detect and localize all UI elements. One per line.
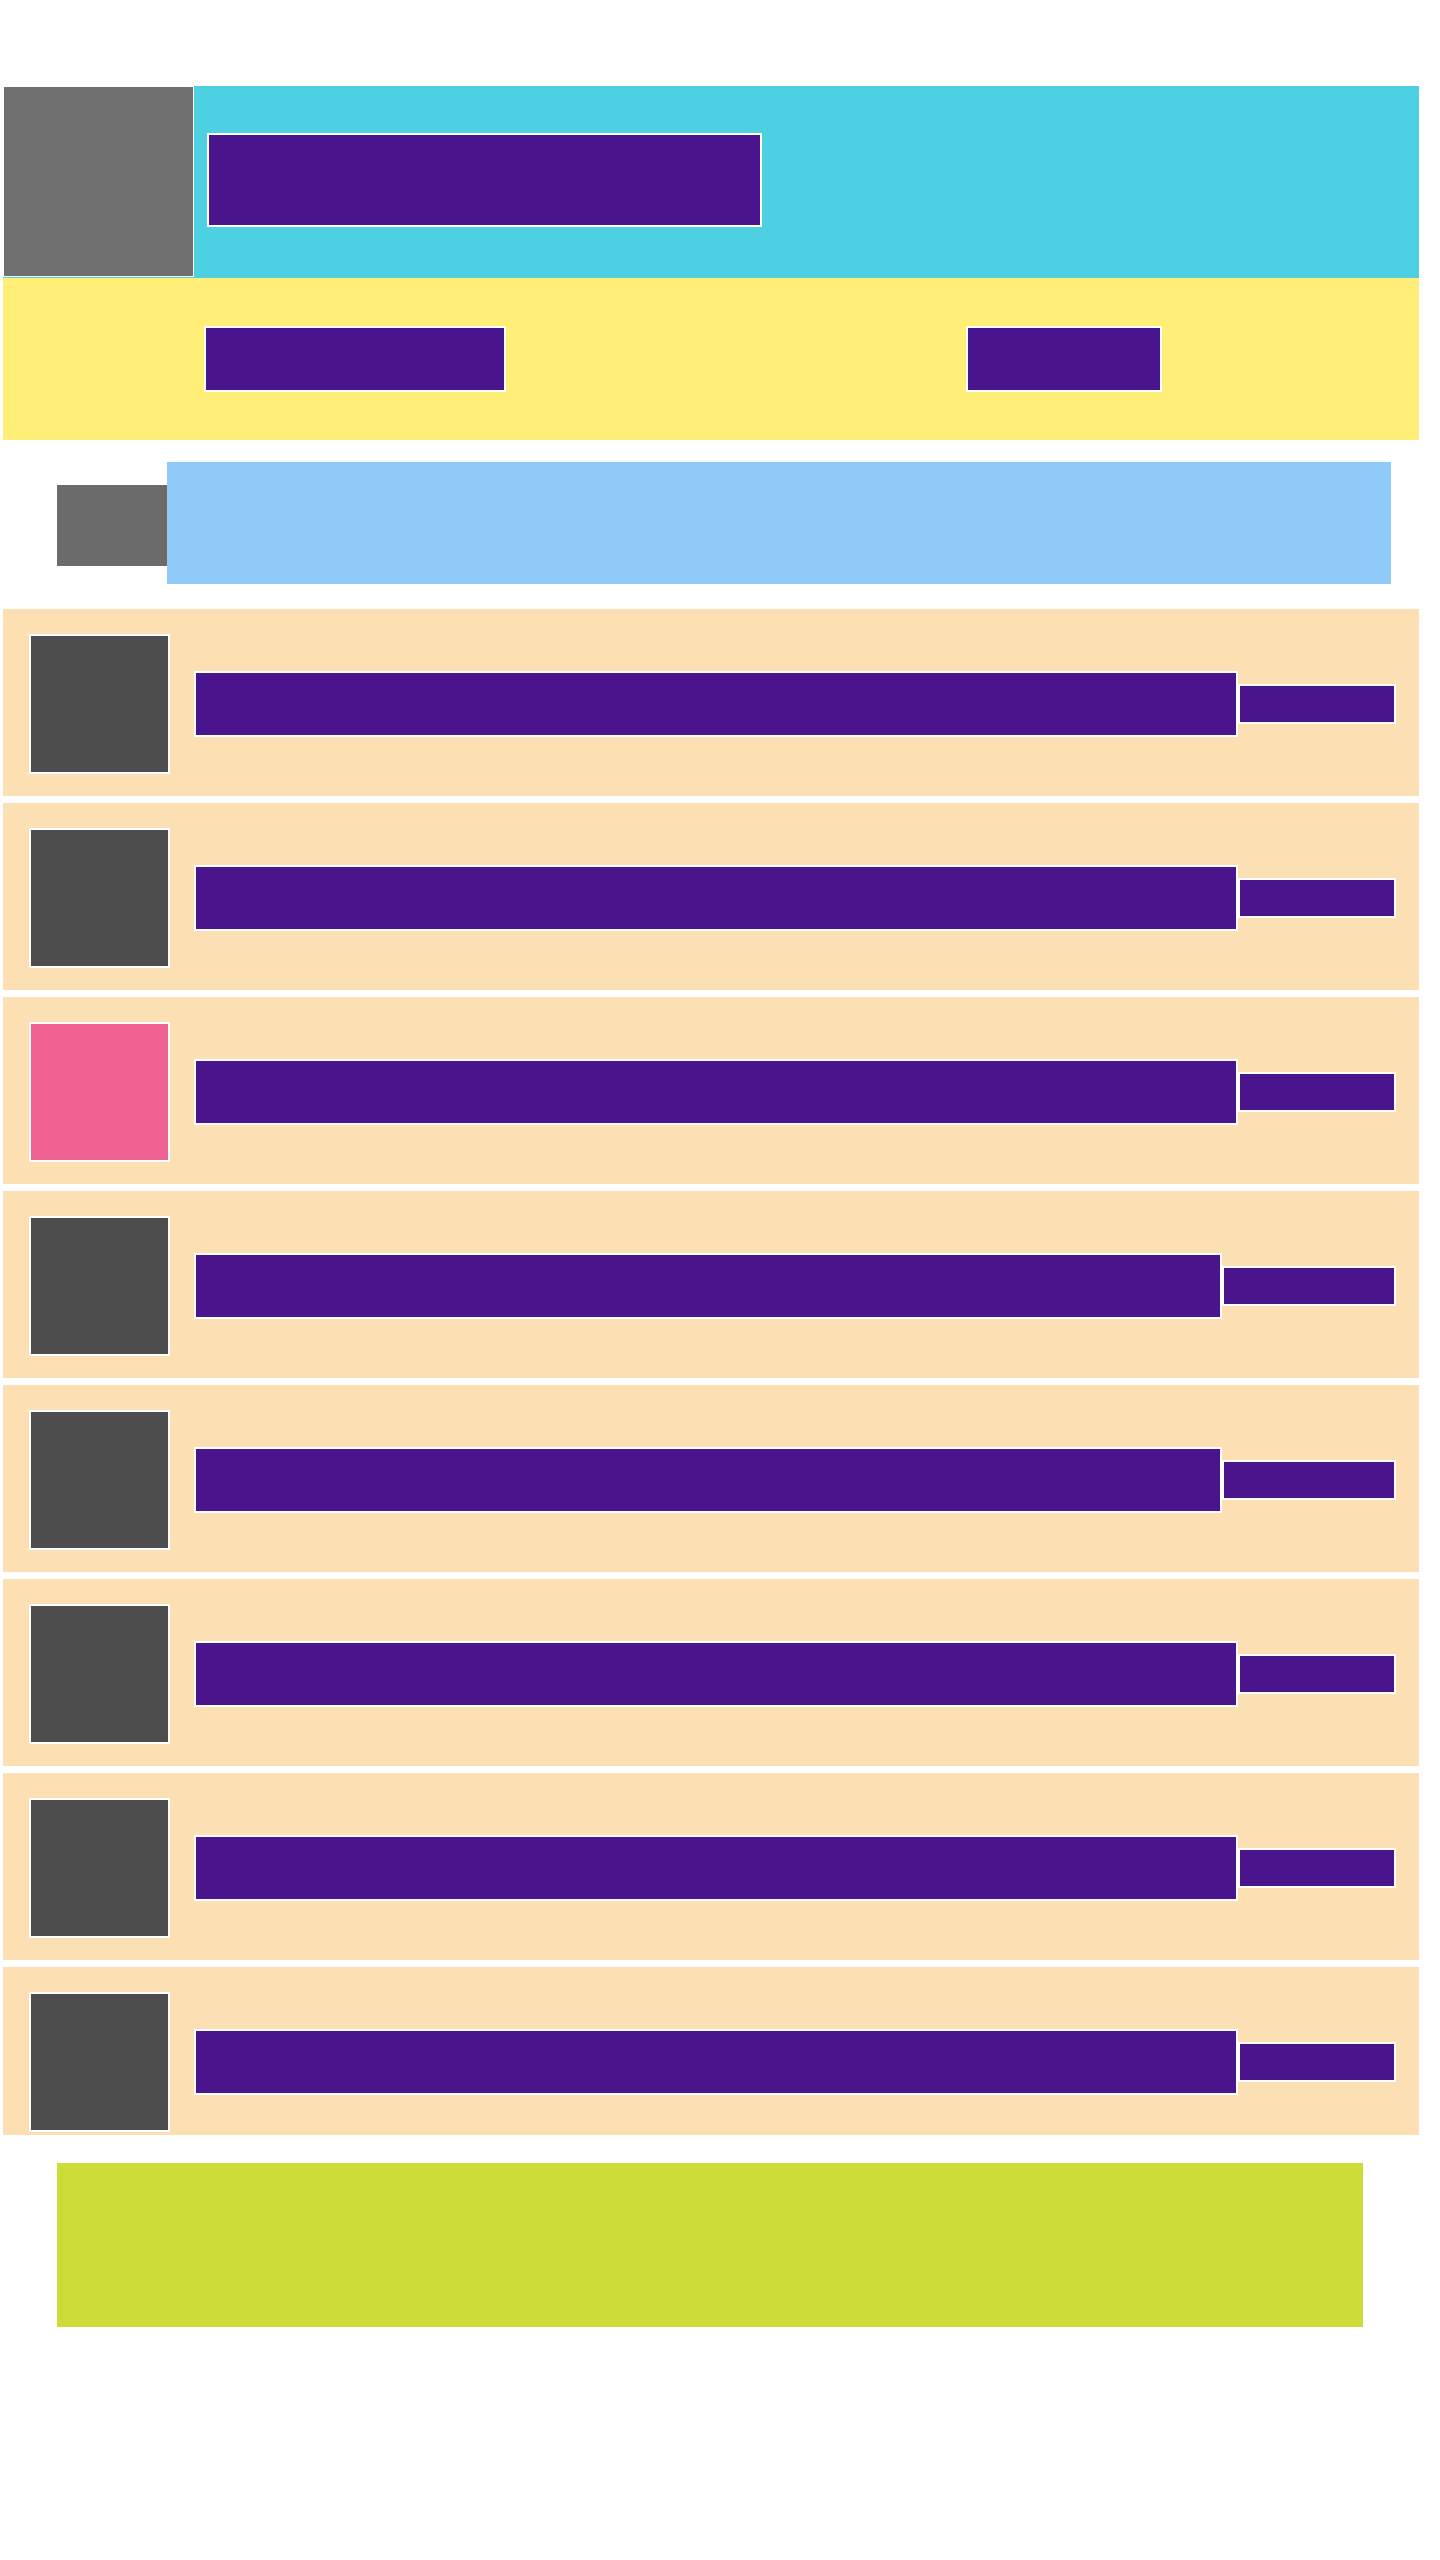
item-thumbnail bbox=[29, 634, 170, 774]
item-list bbox=[3, 609, 1419, 2135]
item-meta bbox=[1222, 1460, 1396, 1500]
list-item[interactable] bbox=[3, 1191, 1419, 1381]
tab-first[interactable] bbox=[204, 326, 506, 392]
bottom-banner[interactable] bbox=[57, 2163, 1363, 2327]
item-meta bbox=[1238, 1072, 1396, 1112]
item-title bbox=[194, 671, 1238, 737]
item-thumbnail bbox=[29, 1604, 170, 1744]
list-item[interactable] bbox=[3, 997, 1419, 1187]
item-meta bbox=[1238, 1848, 1396, 1888]
list-item[interactable] bbox=[3, 1579, 1419, 1769]
item-title bbox=[194, 1059, 1238, 1125]
list-item[interactable] bbox=[3, 1385, 1419, 1575]
item-title bbox=[194, 1835, 1238, 1901]
list-item[interactable] bbox=[3, 1967, 1419, 2135]
item-title bbox=[194, 865, 1238, 931]
item-title bbox=[194, 1447, 1222, 1513]
item-title bbox=[194, 2029, 1238, 2095]
item-meta bbox=[1238, 684, 1396, 724]
item-thumbnail bbox=[29, 1992, 170, 2132]
item-thumbnail bbox=[29, 828, 170, 968]
page-title bbox=[207, 133, 762, 227]
item-meta bbox=[1238, 2042, 1396, 2082]
list-item[interactable] bbox=[3, 609, 1419, 799]
search-icon[interactable] bbox=[57, 485, 167, 566]
item-title bbox=[194, 1253, 1222, 1319]
item-title bbox=[194, 1641, 1238, 1707]
item-thumbnail bbox=[29, 1798, 170, 1938]
list-item[interactable] bbox=[3, 1773, 1419, 1963]
item-meta bbox=[1222, 1266, 1396, 1306]
item-thumbnail bbox=[29, 1022, 170, 1162]
item-meta bbox=[1238, 878, 1396, 918]
app-logo-icon[interactable] bbox=[3, 86, 194, 277]
search-input[interactable] bbox=[167, 462, 1391, 584]
tab-second[interactable] bbox=[966, 326, 1162, 392]
item-meta bbox=[1238, 1654, 1396, 1694]
list-item[interactable] bbox=[3, 803, 1419, 993]
item-thumbnail bbox=[29, 1216, 170, 1356]
item-thumbnail bbox=[29, 1410, 170, 1550]
